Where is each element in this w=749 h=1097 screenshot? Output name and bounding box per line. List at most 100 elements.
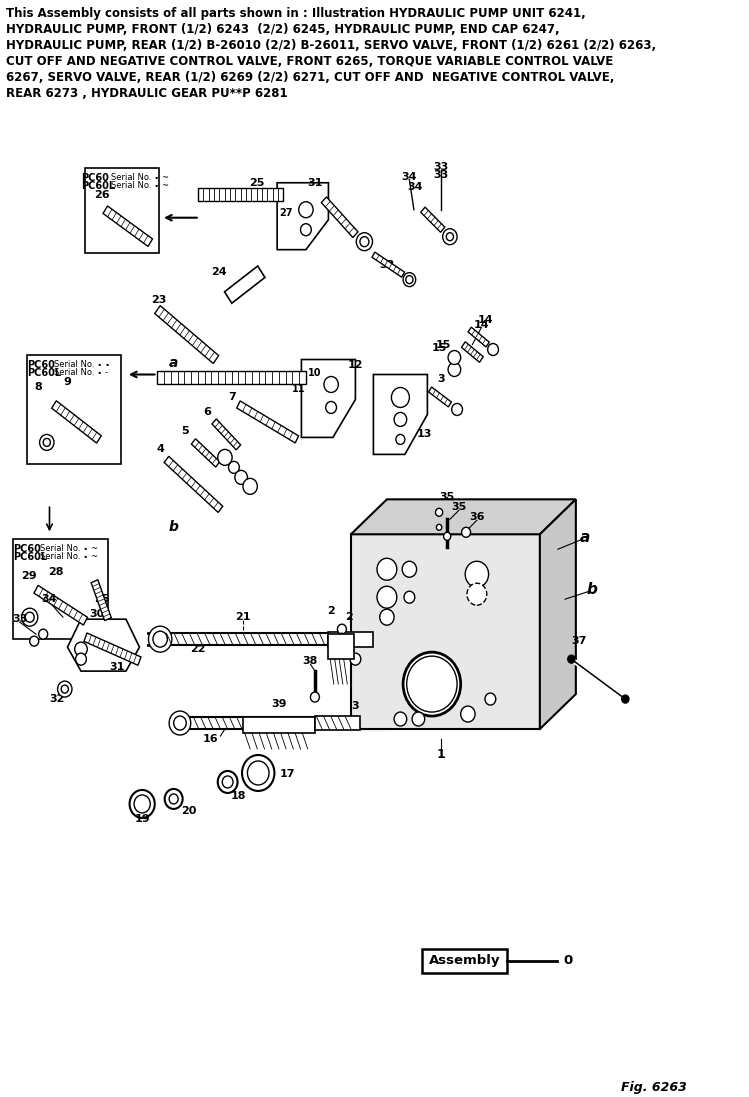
Text: 36: 36 (469, 512, 485, 522)
Text: 0: 0 (563, 954, 572, 968)
Circle shape (228, 462, 240, 474)
Text: 28: 28 (48, 567, 63, 577)
Text: 12: 12 (348, 360, 363, 370)
Circle shape (130, 790, 155, 818)
Text: Serial No. ∙ ~: Serial No. ∙ ~ (40, 544, 98, 553)
Circle shape (324, 376, 339, 393)
Circle shape (39, 630, 48, 640)
Text: 33: 33 (433, 170, 449, 180)
Text: 5: 5 (181, 427, 189, 437)
Polygon shape (277, 183, 328, 250)
Text: 31: 31 (109, 663, 124, 672)
Text: 11: 11 (292, 384, 306, 395)
Text: 10: 10 (308, 367, 321, 377)
Polygon shape (540, 499, 576, 730)
Circle shape (153, 631, 167, 647)
Bar (328, 634, 354, 659)
Text: 33: 33 (12, 614, 28, 624)
Circle shape (75, 642, 88, 656)
Polygon shape (428, 387, 452, 407)
Text: 24: 24 (210, 267, 226, 276)
Text: 15: 15 (431, 342, 446, 352)
Circle shape (22, 608, 37, 626)
Circle shape (235, 471, 247, 485)
Text: 29: 29 (21, 572, 36, 581)
Circle shape (134, 795, 151, 813)
Text: 26: 26 (94, 190, 110, 200)
Polygon shape (157, 371, 306, 384)
Circle shape (448, 362, 461, 376)
Polygon shape (67, 619, 139, 671)
Text: 3: 3 (351, 701, 360, 711)
Circle shape (30, 636, 39, 646)
Text: PC60L: PC60L (81, 181, 115, 191)
Text: 35: 35 (451, 502, 467, 512)
Polygon shape (321, 196, 358, 238)
Text: PC60: PC60 (27, 360, 55, 370)
Polygon shape (212, 419, 240, 450)
Circle shape (377, 586, 397, 608)
Bar (13, 540, 108, 640)
Text: 34: 34 (401, 172, 417, 182)
Circle shape (435, 508, 443, 517)
Circle shape (310, 692, 319, 702)
Polygon shape (91, 579, 112, 621)
Circle shape (76, 653, 86, 665)
Polygon shape (301, 360, 356, 438)
Bar (27, 354, 121, 464)
Polygon shape (198, 189, 283, 201)
Polygon shape (351, 499, 576, 534)
Polygon shape (192, 439, 219, 467)
Polygon shape (225, 265, 265, 303)
Circle shape (300, 224, 312, 236)
Text: 32: 32 (379, 260, 395, 270)
Circle shape (148, 626, 172, 652)
Text: Serial No. ∙ -: Serial No. ∙ - (54, 367, 108, 376)
Text: a: a (580, 530, 590, 545)
Text: PC60: PC60 (81, 172, 109, 183)
Circle shape (403, 652, 461, 716)
Circle shape (412, 712, 425, 726)
Circle shape (174, 716, 187, 730)
Circle shape (242, 755, 274, 791)
Text: PC60L: PC60L (27, 367, 61, 377)
Polygon shape (34, 586, 88, 625)
Polygon shape (421, 207, 445, 233)
Circle shape (452, 404, 462, 416)
Circle shape (339, 633, 345, 640)
Text: 4: 4 (157, 444, 164, 454)
Polygon shape (315, 716, 360, 730)
Text: b: b (169, 520, 178, 534)
Polygon shape (461, 342, 483, 362)
Text: 18: 18 (231, 791, 246, 801)
Text: 21: 21 (235, 612, 251, 622)
Circle shape (407, 656, 457, 712)
Text: 35: 35 (440, 493, 455, 502)
Text: b: b (586, 581, 598, 597)
Polygon shape (155, 306, 219, 363)
Text: Assembly: Assembly (428, 954, 500, 968)
Text: 34: 34 (42, 595, 57, 604)
Text: 2: 2 (327, 607, 335, 617)
Circle shape (568, 655, 575, 663)
Bar (351, 534, 540, 730)
Polygon shape (103, 206, 153, 247)
Circle shape (465, 562, 488, 587)
Text: 13: 13 (417, 429, 432, 440)
Text: 14: 14 (478, 315, 494, 325)
Circle shape (396, 434, 405, 444)
Text: 34: 34 (407, 182, 422, 192)
Text: 25: 25 (249, 178, 264, 188)
Bar (85, 168, 160, 252)
Polygon shape (374, 374, 428, 454)
Circle shape (488, 343, 499, 355)
Bar (243, 717, 315, 733)
Circle shape (299, 202, 313, 217)
Circle shape (40, 434, 54, 451)
Text: 16: 16 (203, 734, 219, 744)
Circle shape (404, 591, 415, 603)
Circle shape (461, 528, 470, 538)
Circle shape (165, 789, 183, 808)
Text: PC60: PC60 (13, 544, 41, 554)
Text: 23: 23 (151, 295, 166, 305)
